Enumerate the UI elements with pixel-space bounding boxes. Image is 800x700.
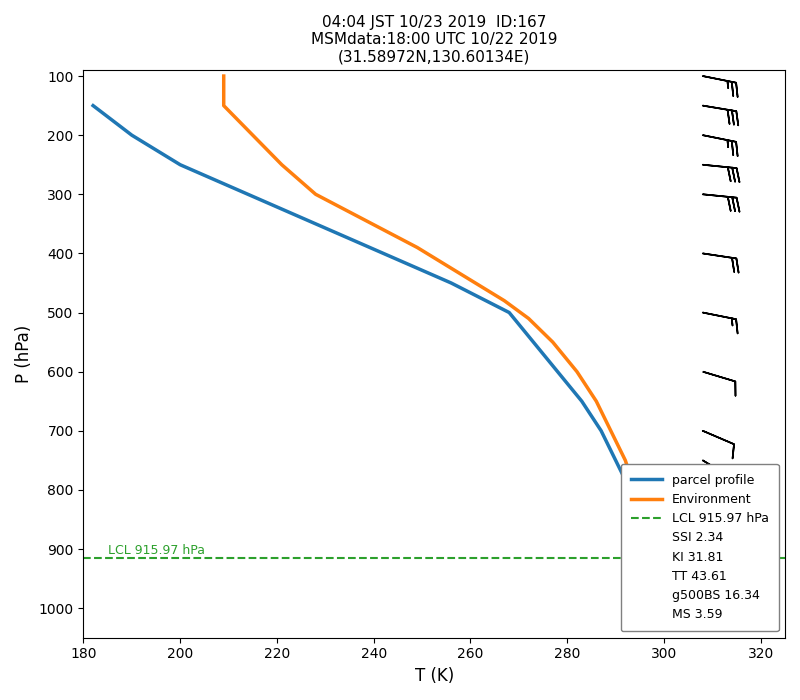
parcel profile xyxy=(596,426,606,435)
Text: LCL 915.97 hPa: LCL 915.97 hPa xyxy=(107,545,205,557)
parcel profile xyxy=(108,116,118,125)
Legend: parcel profile, Environment, LCL 915.97 hPa, SSI 2.34, KI 31.81, TT 43.61, g500B: parcel profile, Environment, LCL 915.97 … xyxy=(621,463,778,631)
parcel profile xyxy=(553,368,562,376)
X-axis label: T (K): T (K) xyxy=(414,667,454,685)
Environment xyxy=(311,190,321,199)
Environment xyxy=(630,486,640,494)
Environment xyxy=(470,279,480,287)
Environment xyxy=(621,456,630,465)
Line: Environment: Environment xyxy=(224,76,654,564)
parcel profile xyxy=(529,338,538,346)
parcel profile xyxy=(175,160,185,169)
Y-axis label: P (hPa): P (hPa) xyxy=(15,325,33,383)
Environment xyxy=(591,397,601,405)
parcel profile xyxy=(577,397,586,405)
parcel profile xyxy=(446,279,456,287)
Environment xyxy=(277,160,286,169)
Environment xyxy=(413,244,422,252)
Environment xyxy=(248,131,258,139)
Environment xyxy=(650,559,659,568)
parcel profile xyxy=(504,308,514,316)
Title: 04:04 JST 10/23 2019  ID:167
MSMdata:18:00 UTC 10/22 2019
(31.58972N,130.60134E): 04:04 JST 10/23 2019 ID:167 MSMdata:18:0… xyxy=(311,15,558,65)
Environment xyxy=(572,368,582,376)
parcel profile xyxy=(127,131,137,139)
parcel profile xyxy=(151,146,161,154)
Environment xyxy=(645,545,654,553)
Environment xyxy=(499,297,509,305)
parcel profile xyxy=(243,190,253,199)
parcel profile xyxy=(277,205,286,214)
parcel profile xyxy=(311,220,321,228)
Environment xyxy=(219,72,229,80)
parcel profile xyxy=(635,515,645,524)
Environment xyxy=(640,515,650,524)
Environment xyxy=(378,225,388,234)
Environment xyxy=(442,261,451,270)
parcel profile xyxy=(378,249,388,258)
parcel profile xyxy=(210,175,219,183)
Environment xyxy=(524,314,534,323)
parcel profile xyxy=(345,234,354,243)
parcel profile xyxy=(88,102,98,110)
Line: parcel profile: parcel profile xyxy=(93,106,645,579)
parcel profile xyxy=(413,264,422,272)
Environment xyxy=(219,102,229,110)
Environment xyxy=(548,338,558,346)
parcel profile xyxy=(611,456,621,465)
Environment xyxy=(345,208,354,216)
Environment xyxy=(606,426,616,435)
parcel profile xyxy=(475,293,485,302)
parcel profile xyxy=(626,486,635,494)
parcel profile xyxy=(640,575,650,583)
